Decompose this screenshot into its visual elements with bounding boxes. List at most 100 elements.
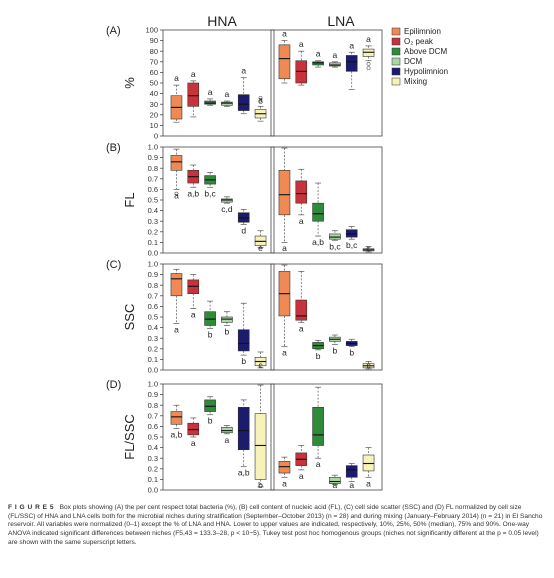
box-hna-3: b <box>221 311 233 336</box>
panel-3: (D) FL/SSC 0.0 0.1 0.20.3 0.40.5 0.6 0.70.8 0.91… <box>106 379 383 495</box>
box-lna-2: b <box>312 339 324 361</box>
group-letter: a <box>366 478 371 488</box>
caption-text: Box plots showing (A) the per cent respe… <box>8 504 543 546</box>
y-tick-label: 0.2 <box>148 464 158 473</box>
box-hna-1: a <box>187 274 200 320</box>
frame-hna <box>162 146 275 254</box>
y-tick-label: 0.7 <box>148 291 158 300</box>
frame-hna <box>162 263 275 371</box>
y-tick-label: 0.6 <box>148 185 158 194</box>
y-tick-label: 30 <box>150 100 158 109</box>
box-lna-5: c <box>362 243 375 253</box>
outlier-point <box>174 191 179 196</box>
group-letter: a <box>225 435 230 445</box>
outlier-point <box>258 100 263 104</box>
box-lna-5: a <box>362 34 375 71</box>
y-tick-label: 0.1 <box>148 355 158 364</box>
y-tick-label: 0.0 <box>148 366 158 375</box>
y-tick-label: 0.9 <box>148 270 158 279</box>
group-letter: a <box>241 66 246 76</box>
group-letter: c <box>366 243 371 253</box>
y-tick-label: 0.5 <box>148 313 158 322</box>
y-tick-label: 0.1 <box>148 238 158 247</box>
group-letter: c,d <box>221 204 233 214</box>
box-hna-4: d <box>237 209 250 235</box>
y-tick-label: 0.7 <box>148 174 158 183</box>
y-tick-label: 0.8 <box>148 401 158 410</box>
panel-label: (D) <box>106 379 121 391</box>
legend-swatch <box>391 27 401 36</box>
legend-label: Epilimnion <box>404 27 441 36</box>
frame-hna <box>162 383 275 491</box>
group-letter: a <box>174 73 179 83</box>
group-letter: a <box>316 49 321 59</box>
y-tick-label: 0.4 <box>148 443 158 452</box>
group-letter: a <box>191 310 196 320</box>
y-axis-label: SSC <box>122 304 137 331</box>
group-letter: b <box>208 416 213 426</box>
box-body <box>187 82 200 107</box>
box-hna-1: a <box>187 417 200 448</box>
group-letter: a,b <box>312 237 324 247</box>
box-body <box>278 170 291 216</box>
box-body <box>237 329 250 352</box>
group-letter: a <box>333 50 338 60</box>
box-lna-3: a <box>329 474 341 490</box>
box-hna-0: a <box>170 73 183 123</box>
box-lna-4: b <box>345 338 358 358</box>
group-letter: b <box>258 480 263 490</box>
column-title-lna: LNA <box>327 13 355 29</box>
y-tick-label: 0.9 <box>148 390 158 399</box>
panel-label: (A) <box>106 25 121 37</box>
y-tick-label: 0.0 <box>148 486 158 495</box>
box-hna-5: a <box>254 94 267 122</box>
legend-label: DCM <box>404 57 423 66</box>
legend-swatch <box>391 37 401 46</box>
y-tick-label: 0.1 <box>148 475 158 484</box>
group-letter: a <box>225 89 230 99</box>
box-body <box>254 413 267 480</box>
box-hna-4: a <box>237 66 250 115</box>
group-letter: a <box>174 190 179 200</box>
y-tick-label: 0.4 <box>148 206 158 215</box>
y-tick-label: 0.3 <box>148 454 158 463</box>
y-tick-label: 1.0 <box>148 380 158 389</box>
box-body <box>345 465 358 478</box>
figure-caption: F I G U R E 5 Box plots showing (A) the … <box>8 504 548 548</box>
box-body <box>295 180 308 204</box>
outlier-point <box>258 95 263 100</box>
y-tick-label: 0.7 <box>148 411 158 420</box>
box-hna-4: a,b <box>238 399 250 478</box>
box-lna-2: a,b <box>312 182 324 247</box>
y-tick-label: 0.5 <box>148 196 158 205</box>
group-letter: a <box>208 87 213 97</box>
group-letter: b,c <box>346 240 358 250</box>
group-letter: a <box>349 40 354 50</box>
group-letter: a <box>299 39 304 49</box>
y-tick-label: 0.9 <box>148 153 158 162</box>
y-tick-label: 80 <box>150 47 158 56</box>
box-body <box>170 411 183 425</box>
box-hna-3: a <box>221 89 233 107</box>
frame-lna <box>270 383 383 491</box>
frame-lna <box>270 29 383 137</box>
y-tick-label: 0.8 <box>148 281 158 290</box>
box-body <box>278 44 291 80</box>
box-lna-4: b,c <box>345 226 358 250</box>
box-hna-0: a <box>170 148 183 200</box>
group-letter: a <box>299 323 304 333</box>
group-letter: a <box>191 69 196 79</box>
box-lna-5: c <box>362 360 375 370</box>
box-lna-4: a <box>345 40 358 90</box>
legend-label: Hypolimnion <box>404 67 448 76</box>
y-tick-label: 10 <box>150 121 158 130</box>
y-tick-label: 0.6 <box>148 422 158 431</box>
column-title-hna: HNA <box>207 13 237 29</box>
group-letter: b,c <box>204 188 216 198</box>
legend-swatch <box>391 47 401 56</box>
box-body <box>170 155 183 171</box>
legend-label: O₂ peak <box>404 37 434 46</box>
box-lna-0: a <box>278 29 291 84</box>
box-lna-3: b <box>329 334 341 356</box>
